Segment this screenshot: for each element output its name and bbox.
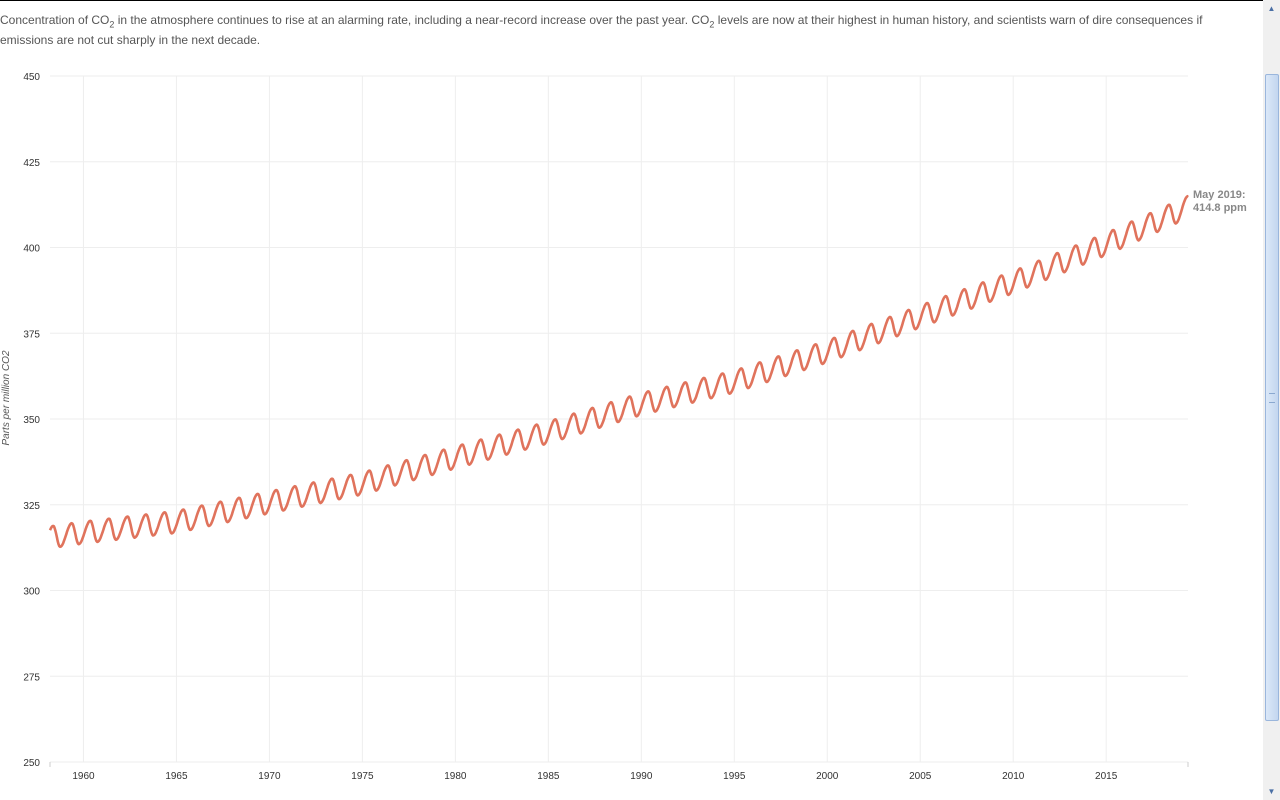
x-tick-label: 2005 <box>909 771 932 782</box>
x-tick-label: 1985 <box>537 771 560 782</box>
x-tick-label: 2015 <box>1095 771 1118 782</box>
latest-value-annotation-line1: May 2019: <box>1193 189 1246 201</box>
latest-value-annotation-line2: 414.8 ppm <box>1193 202 1247 214</box>
x-tick-label: 2010 <box>1002 771 1025 782</box>
y-tick-label: 375 <box>23 329 40 340</box>
x-tick-label: 1970 <box>258 771 281 782</box>
y-tick-label: 300 <box>23 587 40 598</box>
y-tick-label: 425 <box>23 158 40 169</box>
y-tick-label: 450 <box>23 72 40 83</box>
y-tick-label: 325 <box>23 501 40 512</box>
y-tick-label: 350 <box>23 415 40 426</box>
grip-icon <box>1269 393 1275 403</box>
co2-series-line <box>48 195 1189 549</box>
x-tick-label: 1995 <box>723 771 746 782</box>
y-axis-ticks: 250 275 300 325 350 375 400 425 450 <box>23 72 40 769</box>
down-arrow-icon[interactable]: ▼ <box>1267 787 1276 796</box>
x-tick-label: 1980 <box>444 771 467 782</box>
x-tick-label: 1975 <box>351 771 374 782</box>
intro-text: Concentration of CO2 in the atmosphere c… <box>0 13 1203 47</box>
vertical-scrollbar[interactable]: ▲ ▼ <box>1263 0 1280 800</box>
x-tick-label: 1965 <box>165 771 188 782</box>
y-axis-label: Parts per million CO2 <box>1 350 12 445</box>
x-tick-label: 1960 <box>72 771 95 782</box>
y-tick-label: 400 <box>23 244 40 255</box>
x-tick-label: 2000 <box>816 771 839 782</box>
top-border <box>0 0 1280 1</box>
x-axis-ticks: 1960 1965 1970 1975 1980 1985 1990 1995 2000 2005… <box>49 762 1189 782</box>
grid-lines <box>50 75 1188 763</box>
x-tick-label: 1990 <box>630 771 653 782</box>
up-arrow-icon[interactable]: ▲ <box>1267 4 1276 13</box>
scrollbar-thumb[interactable] <box>1265 74 1279 721</box>
y-tick-label: 250 <box>23 758 40 769</box>
y-tick-label: 275 <box>23 672 40 683</box>
